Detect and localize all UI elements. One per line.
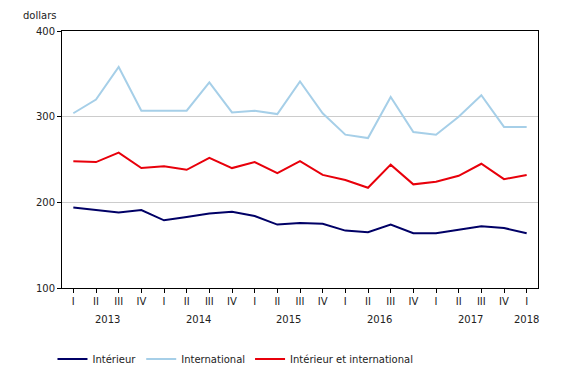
svg-text:2018: 2018	[514, 314, 539, 325]
svg-text:300: 300	[36, 111, 55, 122]
svg-text:III: III	[386, 296, 395, 307]
svg-text:International: International	[181, 354, 245, 365]
svg-text:Intérieur et international: Intérieur et international	[290, 354, 413, 365]
svg-text:IV: IV	[227, 296, 237, 307]
svg-text:III: III	[296, 296, 305, 307]
svg-text:II: II	[365, 296, 371, 307]
svg-text:2016: 2016	[367, 314, 392, 325]
svg-text:IV: IV	[318, 296, 328, 307]
svg-text:II: II	[274, 296, 280, 307]
svg-text:200: 200	[36, 197, 55, 208]
svg-text:2014: 2014	[186, 314, 211, 325]
svg-text:II: II	[184, 296, 190, 307]
svg-text:2013: 2013	[95, 314, 120, 325]
svg-text:III: III	[205, 296, 214, 307]
svg-text:III: III	[114, 296, 123, 307]
svg-text:2017: 2017	[458, 314, 483, 325]
svg-text:IV: IV	[499, 296, 509, 307]
svg-text:400: 400	[36, 26, 55, 37]
svg-text:IV: IV	[408, 296, 418, 307]
svg-text:Intérieur: Intérieur	[92, 354, 136, 365]
svg-text:100: 100	[36, 283, 55, 294]
svg-text:dollars: dollars	[23, 10, 56, 21]
svg-text:I: I	[435, 296, 438, 307]
svg-text:IV: IV	[136, 296, 146, 307]
svg-text:II: II	[456, 296, 462, 307]
svg-text:2015: 2015	[276, 314, 301, 325]
svg-text:I: I	[525, 296, 528, 307]
svg-text:I: I	[163, 296, 166, 307]
svg-text:II: II	[93, 296, 99, 307]
svg-text:I: I	[72, 296, 75, 307]
svg-text:I: I	[253, 296, 256, 307]
svg-text:III: III	[477, 296, 486, 307]
svg-text:I: I	[344, 296, 347, 307]
